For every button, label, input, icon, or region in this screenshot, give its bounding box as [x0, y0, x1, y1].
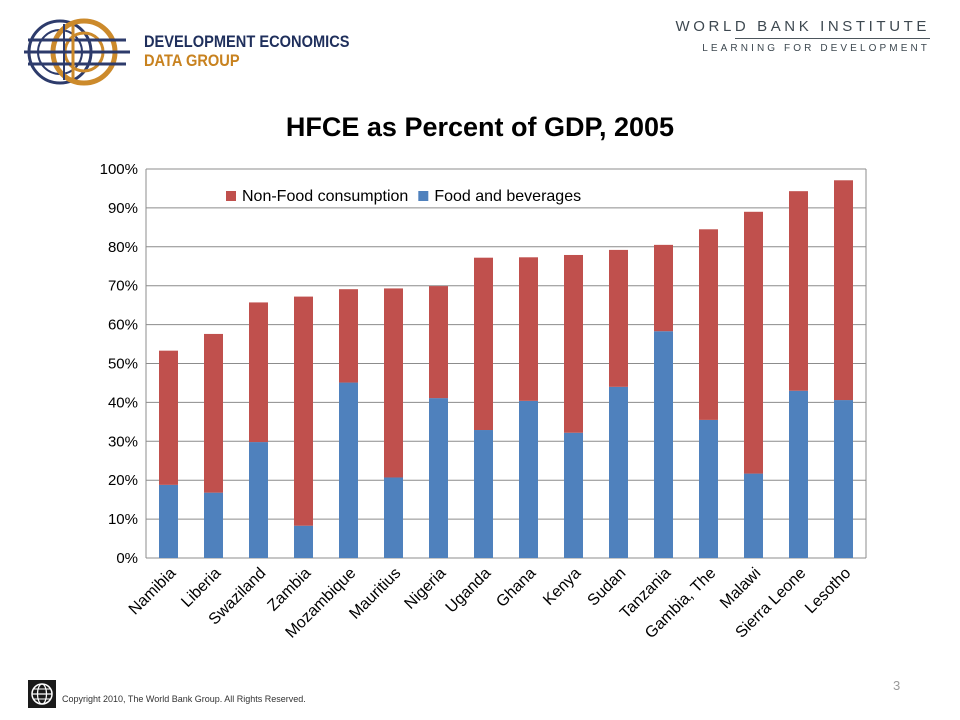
y-tick-label: 90%	[108, 200, 138, 217]
bar-nonfood-mauritius	[384, 288, 403, 478]
bar-food-sudan	[609, 386, 628, 558]
wbi-divider	[735, 38, 930, 39]
chart-title: HFCE as Percent of GDP, 2005	[285, 112, 675, 142]
bar-food-gambia-the	[699, 419, 718, 558]
bar-food-kenya	[564, 432, 583, 558]
y-tick-label: 0%	[116, 550, 138, 567]
world-bank-institute-logo: WORLD BANK INSTITUTE LEARNING FOR DEVELO…	[675, 18, 930, 54]
y-tick-label: 10%	[108, 511, 138, 528]
stacked-bar-chart: 0% 10% 20% 30% 40% 50% 60% 70% 80% 90% 100% Namibi…	[100, 161, 867, 642]
bar-nonfood-sudan	[609, 249, 628, 387]
copyright-notice: Copyright 2010, The World Bank Group. Al…	[62, 694, 306, 704]
world-bank-globe-icon	[28, 680, 56, 708]
bar-nonfood-ghana	[519, 257, 538, 401]
bars	[159, 180, 853, 558]
bar-food-swaziland	[249, 442, 268, 558]
y-tick-label: 80%	[108, 239, 138, 256]
x-tick-label: Sudan	[585, 565, 630, 610]
y-tick-label: 20%	[108, 472, 138, 489]
bar-food-uganda	[474, 430, 493, 558]
bar-food-nigeria	[429, 398, 448, 558]
x-axis-tick-labels: Namibia LiberiaSwazilandZambiaMozambiqueM…	[126, 565, 855, 642]
y-tick-label: 60%	[108, 317, 138, 334]
wbi-tagline: LEARNING FOR DEVELOPMENT	[702, 43, 930, 54]
bar-nonfood-sierra-leone	[789, 191, 808, 391]
development-economics-logo	[24, 18, 130, 86]
bar-food-tanzania	[654, 331, 673, 558]
bar-nonfood-tanzania	[654, 244, 673, 332]
bar-nonfood-liberia	[204, 333, 223, 493]
y-tick-label: 50%	[108, 356, 138, 373]
bar-nonfood-kenya	[564, 254, 583, 433]
bar-nonfood-namibia	[159, 350, 178, 485]
logo-line-1: DEVELOPMENT ECONOMICS	[144, 32, 350, 51]
x-tick-label: Ghana	[493, 565, 539, 611]
x-tick-label: Nigeria	[401, 565, 449, 613]
bar-nonfood-zambia	[294, 296, 313, 526]
development-economics-wordmark: DEVELOPMENT ECONOMICS DATA GROUP	[144, 32, 350, 70]
bar-food-mauritius	[384, 477, 403, 558]
bar-nonfood-uganda	[474, 257, 493, 431]
y-tick-label: 100%	[100, 161, 138, 178]
y-tick-label: 40%	[108, 394, 138, 411]
bar-food-mozambique	[339, 382, 358, 558]
bar-food-sierra-leone	[789, 390, 808, 558]
x-tick-label: Kenya	[540, 565, 584, 609]
bar-nonfood-nigeria	[429, 286, 448, 399]
legend-label: Food and beverages	[434, 188, 581, 205]
x-tick-label: Namibia	[126, 565, 180, 619]
legend-swatch	[226, 191, 236, 201]
bar-nonfood-malawi	[744, 211, 763, 474]
y-tick-label: 70%	[108, 278, 138, 295]
page-number: 3	[893, 678, 901, 693]
bar-food-liberia	[204, 492, 223, 558]
bar-nonfood-gambia-the	[699, 229, 718, 420]
legend-label: Non-Food consumption	[242, 188, 408, 205]
bar-nonfood-mozambique	[339, 289, 358, 383]
legend: Non-Food consumption Food and beverages	[226, 188, 581, 205]
y-axis-tick-labels: 0% 10% 20% 30% 40% 50% 60% 70% 80% 90% 100%	[100, 161, 138, 567]
bar-nonfood-swaziland	[249, 302, 268, 443]
bar-food-ghana	[519, 400, 538, 558]
bar-food-zambia	[294, 525, 313, 558]
logo-line-2: DATA GROUP	[144, 51, 240, 70]
bar-food-malawi	[744, 473, 763, 558]
x-tick-label: Lesotho	[802, 565, 854, 617]
legend-swatch	[418, 191, 429, 201]
bar-nonfood-lesotho	[834, 180, 853, 401]
y-tick-label: 30%	[108, 433, 138, 450]
bar-food-namibia	[159, 484, 178, 558]
x-tick-label: Uganda	[443, 565, 495, 617]
bar-food-lesotho	[834, 400, 853, 558]
wbi-name: WORLD BANK INSTITUTE	[675, 18, 930, 35]
